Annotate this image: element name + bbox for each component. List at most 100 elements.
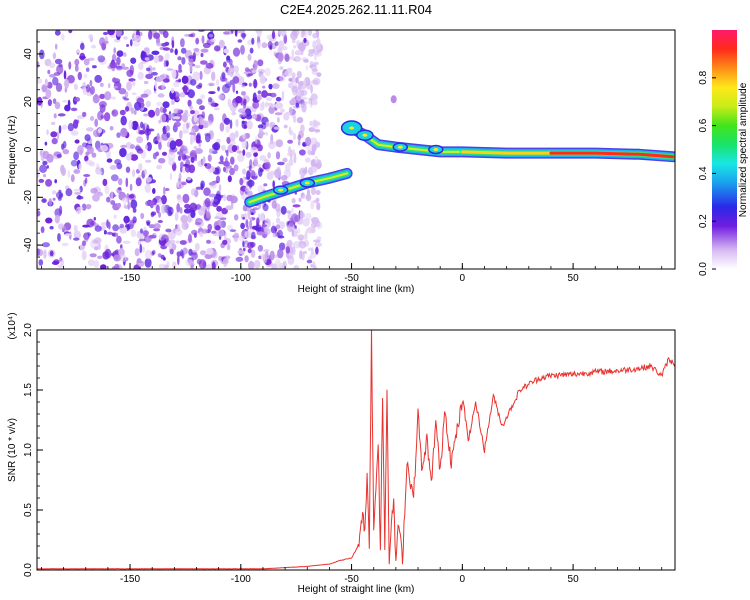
noise-speck [129,221,135,227]
noise-speck [73,169,81,174]
noise-speck [169,248,174,255]
noise-speck [232,47,241,57]
noise-speck [177,181,180,189]
noise-speck [278,242,286,251]
noise-speck [120,244,123,250]
snr-panel: -150 -100 -50 0 50 0.0 0.5 1.0 1.5 2.0 Height of… [7,312,676,595]
noise-speck [81,240,87,247]
noise-speck [208,33,214,38]
noise-speck [73,237,80,241]
noise-speck [143,80,149,85]
noise-speck [54,214,60,224]
noise-speck [268,83,273,90]
noise-speck [112,77,117,83]
noise-speck [130,144,135,150]
noise-speck [296,95,302,102]
x-tick-label: -50 [344,273,359,284]
noise-speck [118,178,123,186]
noise-speck [172,116,181,120]
noise-speck [92,94,100,104]
noise-speck [56,191,64,199]
noise-speck [247,210,251,220]
noise-speck [178,63,182,71]
noise-speck [142,246,145,253]
noise-speck [89,79,93,87]
noise-speck [150,212,155,218]
noise-speck [296,70,302,79]
noise-speck [182,85,188,94]
noise-speck [130,229,136,238]
noise-speck [63,70,67,80]
noise-speck [226,243,231,251]
noise-speck [144,183,152,193]
noise-speck [62,140,67,149]
noise-speck [234,214,239,221]
noise-speck [173,108,181,114]
noise-speck [176,203,181,213]
noise-speck [188,56,196,63]
noise-speck [288,77,297,83]
noise-speck [56,131,60,140]
noise-speck [188,233,192,243]
noise-speck [177,255,180,266]
noise-speck [40,226,45,234]
noise-speck [220,144,226,151]
ridge-core [349,126,355,130]
noise-speck [314,155,319,165]
noise-speck [136,136,144,144]
noise-speck [316,72,322,77]
noise-speck [216,205,223,212]
x-tick-label: -100 [231,273,251,284]
noise-speck [87,57,95,61]
noise-speck [45,89,52,99]
noise-speck [202,156,206,165]
noise-speck [248,82,252,87]
noise-speck [196,84,202,90]
noise-speck [253,259,261,269]
noise-speck [173,121,181,128]
noise-speck [59,205,63,215]
noise-speck [293,154,297,164]
noise-speck [252,113,257,120]
noise-speck [165,59,169,67]
noise-speck [168,243,173,249]
noise-speck [314,242,323,247]
noise-speck [271,200,277,209]
noise-speck [291,49,295,57]
noise-speck [207,223,213,231]
noise-speck [53,72,61,76]
noise-speck [194,65,201,69]
noise-speck [179,130,183,140]
noise-speck [218,184,222,193]
noise-speck [286,239,293,248]
noise-speck [297,234,305,241]
noise-speck [251,231,256,240]
ridge-core [362,133,368,137]
noise-speck [43,249,47,259]
noise-speck [293,56,301,62]
noise-speck [301,251,305,261]
noise-speck [264,67,271,77]
noise-speck [39,164,48,173]
y-tick-label: 1.5 [23,383,34,397]
noise-speck [218,94,225,100]
noise-speck [52,197,56,201]
noise-speck [184,109,189,116]
noise-speck [244,67,250,72]
noise-speck [292,204,301,208]
colorbar-tick-label: 0.0 [698,262,709,276]
noise-speck [259,168,264,173]
noise-speck [137,125,141,131]
noise-speck [99,93,106,100]
noise-speck [120,127,128,138]
noise-speck [52,98,57,104]
noise-speck [307,247,314,251]
noise-speck [274,169,278,174]
noise-speck [241,111,247,118]
noise-speck [144,159,152,163]
noise-speck [191,252,198,260]
noise-speck [158,198,162,206]
noise-speck [282,46,288,51]
noise-speck [44,141,48,146]
noise-speck [121,66,129,70]
